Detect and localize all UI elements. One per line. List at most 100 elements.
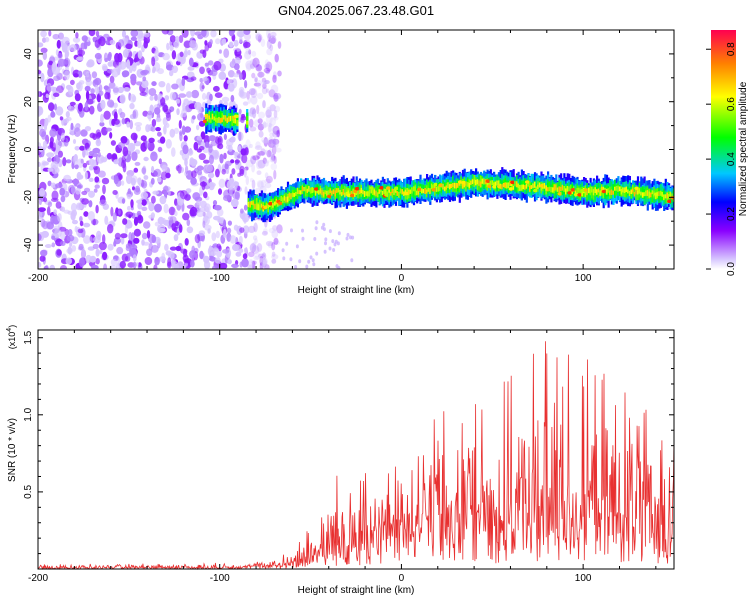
noise-cell [261, 230, 268, 236]
noise-cell [267, 123, 275, 134]
noise-cell [77, 232, 82, 238]
signal-peak [354, 186, 360, 191]
noise-cell [157, 228, 166, 233]
x-tick-label: 0 [399, 573, 405, 584]
signal-cell [515, 181, 519, 188]
noise-cell [186, 219, 191, 227]
noise-cell [130, 30, 139, 38]
signal-cell [545, 185, 548, 191]
noise-cell [221, 168, 227, 175]
signal-cell [298, 190, 301, 195]
noise-cell [260, 179, 266, 188]
noise-cell [47, 167, 54, 172]
noise-cell [248, 88, 256, 96]
noise-cell [269, 155, 275, 163]
noise-cell [178, 119, 182, 129]
noise-cell [163, 203, 169, 214]
signal-cell [578, 187, 581, 193]
noise-cell [100, 113, 104, 124]
noise-cell [267, 241, 274, 249]
noise-cell [77, 49, 86, 56]
noise-cell [238, 235, 243, 245]
noise-cell [350, 258, 354, 263]
noise-cell [67, 184, 75, 194]
noise-cell [265, 175, 273, 184]
noise-cell [92, 147, 101, 154]
signal-cell [553, 184, 556, 191]
signal-cell [453, 182, 456, 189]
signal-peak [268, 201, 274, 206]
noise-cell [268, 35, 277, 44]
noise-cell [262, 157, 267, 164]
signal-cell [370, 188, 373, 200]
noise-cell [57, 52, 63, 59]
noise-cell [196, 200, 201, 206]
noise-cell [250, 88, 258, 99]
colorbar-ticks: 0.0 0.2 0.4 0.6 0.8 [706, 42, 737, 276]
noise-cell [95, 204, 99, 214]
signal-cell [401, 189, 404, 195]
noise-cell [169, 216, 177, 224]
signal-cell [398, 191, 401, 198]
noise-cell [230, 60, 236, 67]
noise-cell [227, 83, 235, 92]
signal-cell [246, 120, 249, 125]
noise-cell [337, 231, 341, 236]
noise-cell [243, 167, 247, 178]
signal-cell [236, 113, 239, 124]
signal-cell [473, 179, 476, 184]
noise-cell [121, 118, 126, 125]
noise-cell [199, 250, 204, 260]
signal-cell [527, 181, 530, 187]
signal-cell [661, 191, 664, 197]
noise-cell [80, 249, 87, 259]
signal-cell [466, 181, 469, 187]
signal-cell [471, 179, 474, 184]
noise-cell [44, 244, 52, 248]
noise-cell [169, 70, 174, 77]
noise-cell [249, 243, 257, 253]
signal-peak [327, 194, 332, 199]
noise-cell [249, 63, 255, 70]
signal-cell [450, 184, 453, 188]
signal-peak [667, 199, 673, 204]
noise-cell [331, 239, 335, 244]
noise-cell [258, 111, 265, 119]
noise-cell [39, 255, 46, 262]
signal-cell [206, 116, 209, 122]
signal-cell [399, 188, 402, 194]
noise-cell [80, 129, 88, 137]
noise-cell [65, 159, 72, 164]
noise-cell [163, 125, 167, 135]
signal-cell [316, 188, 319, 194]
signal-cell [617, 185, 620, 192]
noise-cell [230, 94, 235, 103]
signal-cell [345, 191, 348, 196]
noise-cell [213, 85, 220, 92]
noise-cell [106, 152, 113, 160]
signal-cell [257, 204, 260, 211]
noise-cell [254, 77, 258, 83]
noise-cell [133, 167, 139, 173]
noise-cell [207, 172, 215, 179]
signal-cell [529, 185, 532, 192]
noise-cell [249, 58, 257, 69]
noise-cell [103, 85, 109, 90]
noise-cell [250, 95, 258, 105]
signal-cell [633, 187, 636, 197]
signal-cell [326, 190, 329, 196]
signal-cell [252, 201, 255, 206]
signal-cell [457, 183, 460, 188]
signal-cell [496, 180, 499, 192]
signal-cell [509, 180, 512, 186]
signal-cell [228, 116, 231, 122]
noise-cell [268, 122, 273, 128]
noise-cell [256, 104, 260, 115]
signal-cell [494, 181, 497, 187]
signal-peak [570, 188, 576, 192]
noise-cell [185, 165, 189, 175]
noise-cell [169, 246, 177, 251]
noise-cell [272, 94, 279, 100]
noise-cell [49, 128, 57, 138]
